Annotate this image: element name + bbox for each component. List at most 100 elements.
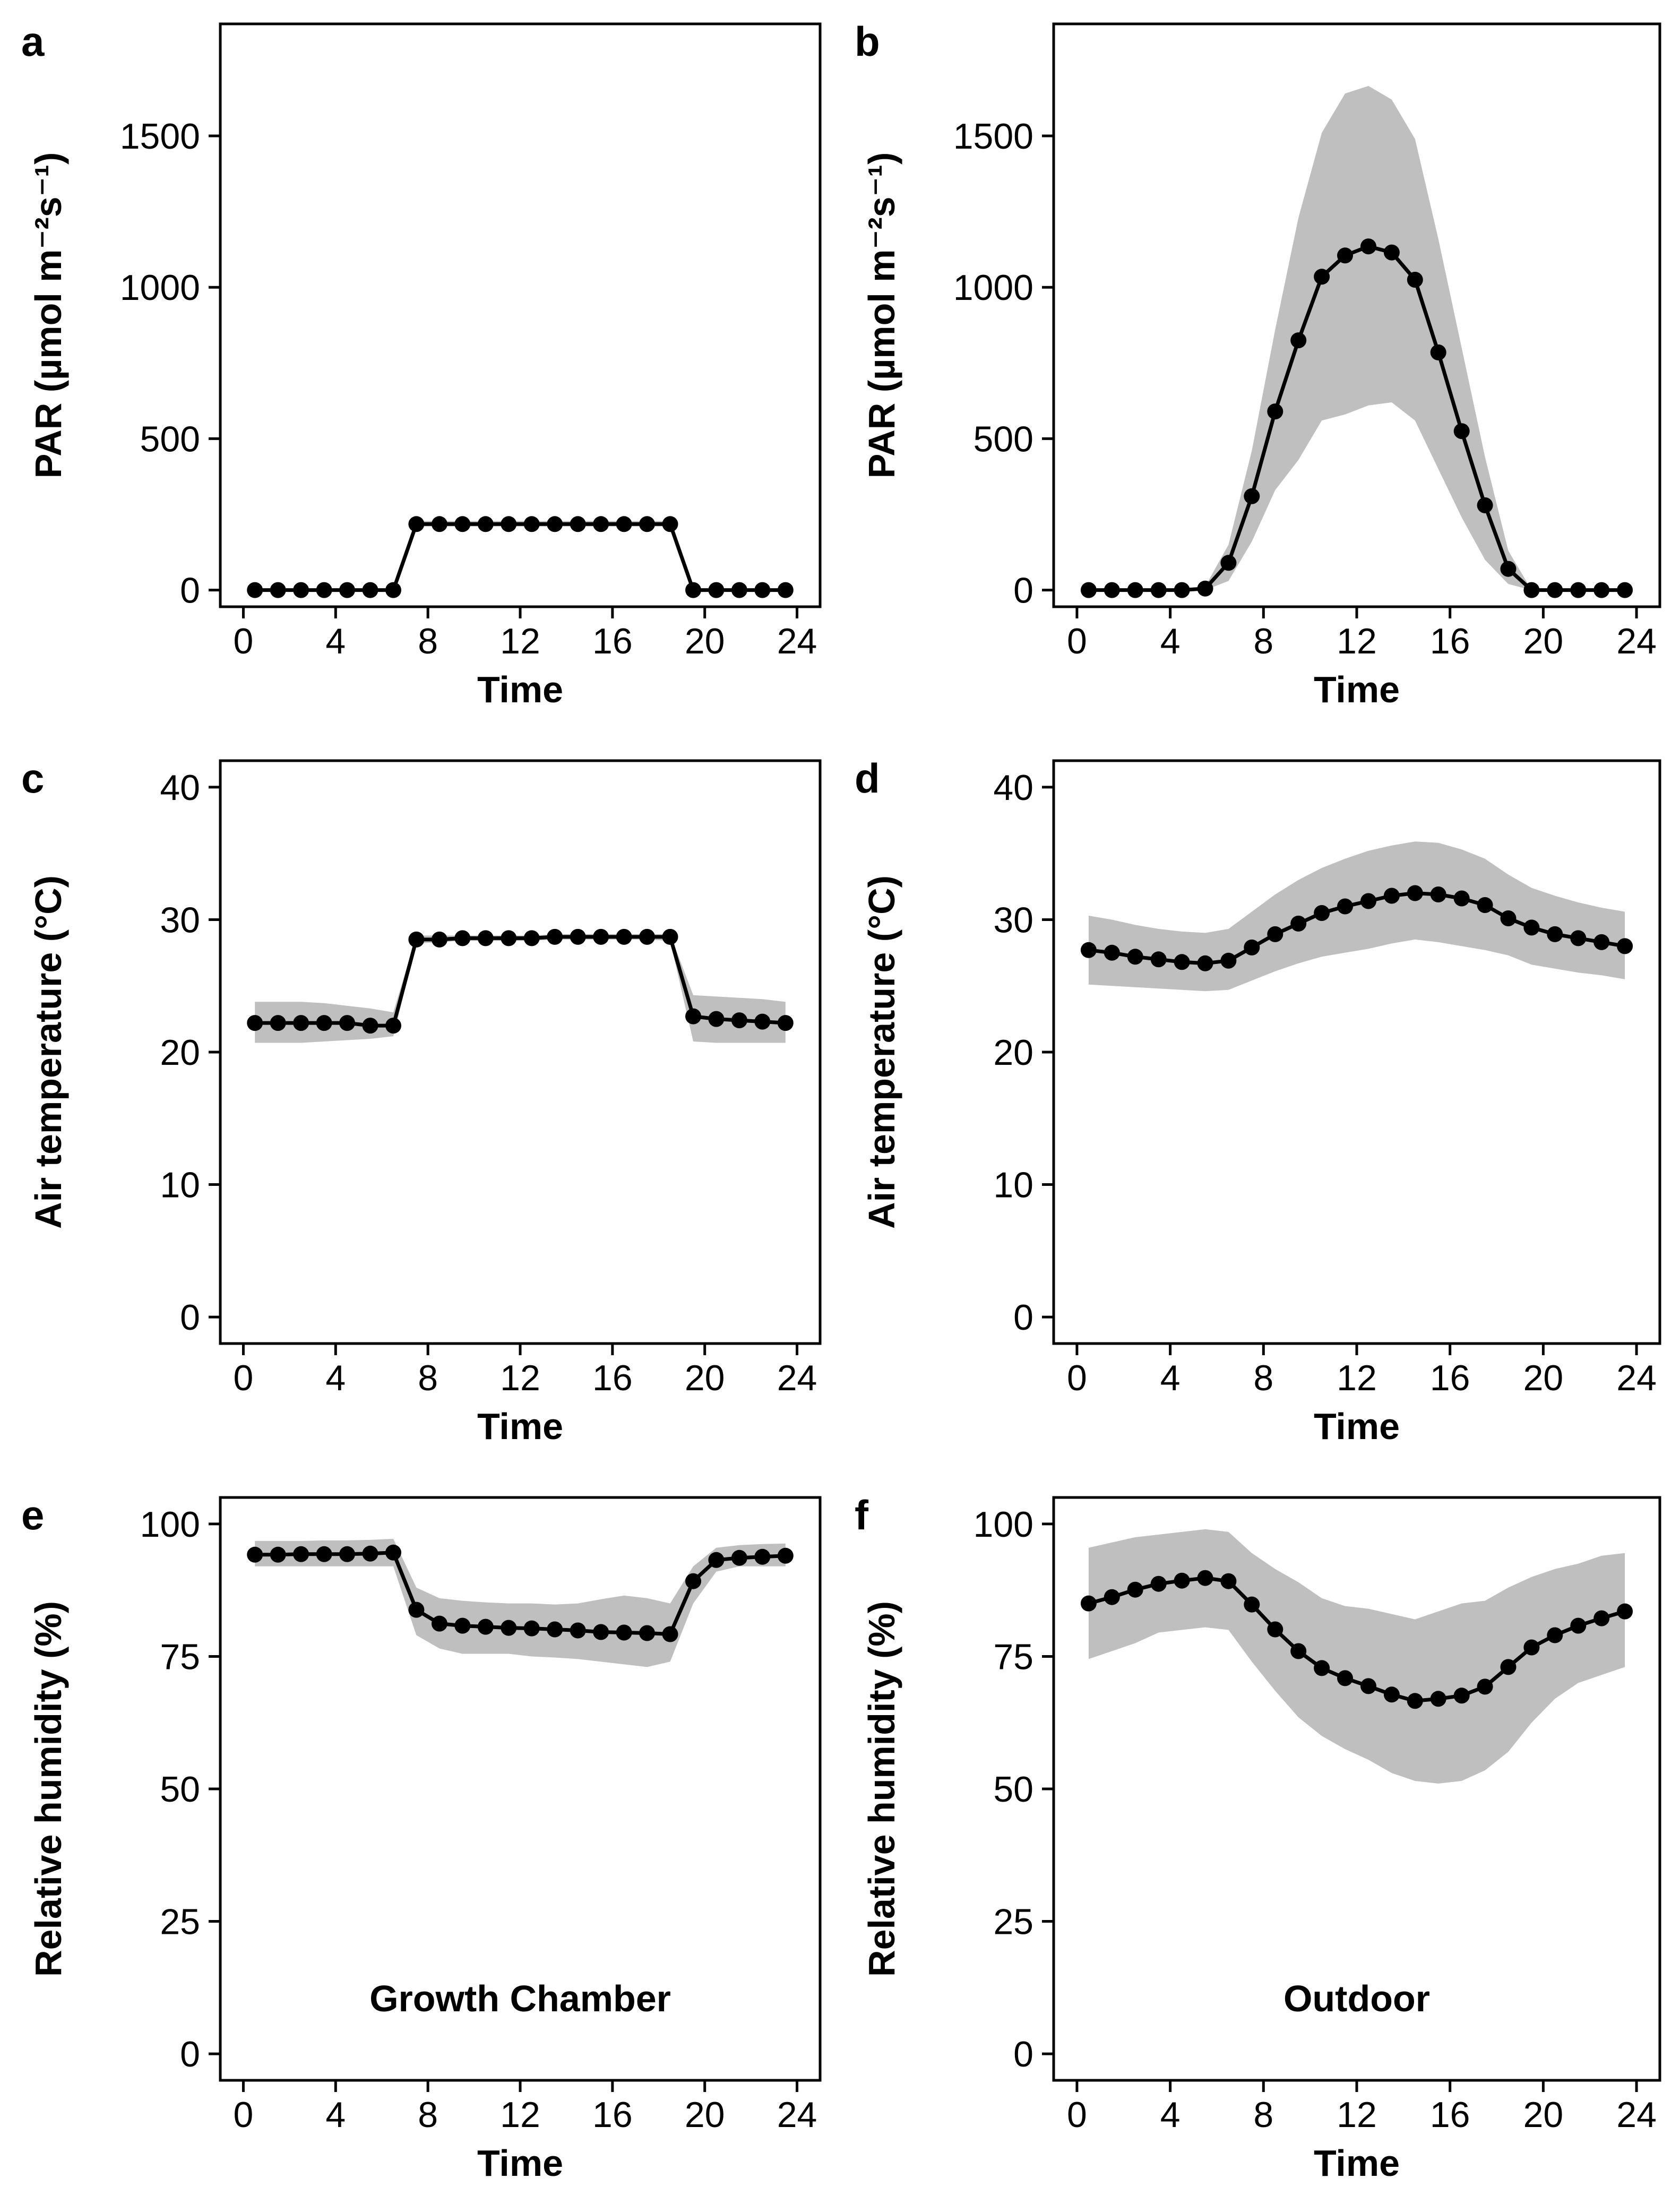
- y-tick-label-f-0: 0: [1013, 2034, 1033, 2074]
- data-point-a-21: [731, 582, 747, 598]
- band-b: [1088, 85, 1625, 590]
- x-tick-label-e-24: 24: [777, 2095, 817, 2135]
- x-axis-title-a: Time: [477, 669, 563, 710]
- data-point-b-5: [1197, 580, 1213, 597]
- data-point-c-23: [777, 1015, 794, 1031]
- y-tick-label-b-1000: 1000: [953, 268, 1033, 308]
- data-point-a-4: [339, 582, 355, 598]
- data-point-a-14: [570, 516, 586, 532]
- data-point-a-18: [662, 516, 678, 532]
- x-tick-label-b-8: 8: [1253, 621, 1273, 661]
- y-tick-label-a-0: 0: [180, 571, 200, 611]
- data-point-a-13: [547, 516, 563, 532]
- data-point-f-22: [1593, 1610, 1610, 1626]
- panel-a: 0 4 8 12 16 20 24 0 500 1000 1500 Time PAR (µmol m⁻²…: [21, 18, 822, 710]
- data-point-c-19: [685, 1008, 701, 1024]
- data-point-f-13: [1383, 1686, 1400, 1703]
- data-point-b-17: [1477, 497, 1493, 513]
- data-point-f-9: [1290, 1643, 1307, 1659]
- panel-f: 0 4 8 12 16 20 24 0 25 50 75 100 Time Relative humidi…: [855, 1492, 1661, 2184]
- data-point-e-8: [431, 1615, 447, 1632]
- x-tick-label-c-8: 8: [418, 1358, 438, 1398]
- data-point-d-22: [1593, 934, 1610, 950]
- x-tick-label-f-8: 8: [1253, 2095, 1273, 2135]
- data-point-f-11: [1337, 1670, 1353, 1686]
- panel-label-b: b: [855, 18, 880, 65]
- data-point-a-1: [270, 582, 286, 598]
- panel-label-d: d: [855, 755, 880, 802]
- data-point-a-8: [431, 516, 447, 532]
- data-point-e-9: [454, 1617, 471, 1634]
- data-point-f-14: [1407, 1693, 1423, 1709]
- x-tick-label-c-0: 0: [234, 1358, 254, 1398]
- data-point-e-13: [547, 1621, 563, 1638]
- data-point-d-19: [1523, 919, 1540, 936]
- data-point-c-21: [731, 1012, 747, 1029]
- data-point-b-12: [1360, 238, 1376, 255]
- data-point-c-9: [454, 930, 471, 946]
- data-point-f-23: [1617, 1603, 1633, 1620]
- data-point-b-15: [1430, 344, 1446, 360]
- band-c: [255, 934, 786, 1043]
- x-tick-label-c-12: 12: [500, 1358, 540, 1398]
- data-point-c-18: [662, 928, 678, 945]
- y-tick-label-f-50: 50: [993, 1769, 1033, 1810]
- data-point-c-11: [501, 930, 517, 946]
- y-tick-label-b-1500: 1500: [953, 116, 1033, 157]
- band-f: [1088, 1529, 1625, 1784]
- data-point-a-22: [754, 582, 771, 598]
- data-point-a-12: [523, 516, 540, 532]
- data-point-b-14: [1407, 272, 1423, 288]
- data-point-f-20: [1547, 1627, 1563, 1643]
- x-tick-label-f-24: 24: [1616, 2095, 1657, 2135]
- y-tick-label-c-20: 20: [160, 1032, 200, 1073]
- x-tick-label-b-12: 12: [1337, 621, 1377, 661]
- panel-c: 0 4 8 12 16 20 24 0 10 20 30 40 Time Air temperature …: [21, 755, 822, 1447]
- x-tick-label-c-4: 4: [325, 1358, 346, 1398]
- data-point-d-21: [1570, 930, 1587, 946]
- data-point-a-23: [777, 582, 794, 598]
- data-point-a-9: [454, 516, 471, 532]
- data-point-d-3: [1150, 951, 1167, 968]
- y-axis-title-e: Relative humidity (%): [28, 1601, 69, 1977]
- panel-label-a: a: [21, 18, 45, 65]
- data-point-b-9: [1290, 332, 1307, 349]
- data-point-c-6: [385, 1018, 401, 1034]
- x-tick-label-e-0: 0: [234, 2095, 254, 2135]
- data-point-f-1: [1104, 1589, 1120, 1605]
- data-point-c-5: [362, 1018, 378, 1034]
- x-tick-label-d-16: 16: [1430, 1358, 1470, 1398]
- x-tick-label-f-20: 20: [1523, 2095, 1564, 2135]
- panel-b: 0 4 8 12 16 20 24 0 500 1000 1500 Time PAR (µmol m⁻²…: [855, 18, 1661, 710]
- data-point-a-0: [247, 582, 263, 598]
- data-point-c-0: [247, 1015, 263, 1031]
- data-point-b-3: [1150, 582, 1167, 598]
- panel-e: 0 4 8 12 16 20 24 0 25 50 75 100 Time Relative humidi…: [21, 1492, 822, 2184]
- y-tick-label-f-75: 75: [993, 1637, 1033, 1677]
- data-point-b-11: [1337, 247, 1353, 264]
- y-tick-label-a-1000: 1000: [120, 268, 200, 308]
- data-point-a-7: [408, 516, 425, 532]
- data-point-c-1: [270, 1015, 286, 1031]
- x-tick-label-f-0: 0: [1067, 2095, 1087, 2135]
- data-point-a-5: [362, 582, 378, 598]
- data-point-b-2: [1127, 582, 1143, 598]
- data-point-f-12: [1360, 1678, 1376, 1694]
- data-point-e-20: [708, 1552, 725, 1568]
- data-point-e-21: [731, 1549, 747, 1566]
- x-tick-label-c-20: 20: [685, 1358, 725, 1398]
- data-point-f-3: [1150, 1575, 1167, 1592]
- data-point-e-0: [247, 1546, 263, 1563]
- data-point-b-23: [1617, 582, 1633, 598]
- x-tick-label-d-4: 4: [1160, 1358, 1181, 1398]
- data-point-c-22: [754, 1013, 771, 1030]
- data-point-d-4: [1174, 954, 1190, 970]
- data-point-c-3: [316, 1015, 332, 1031]
- data-point-c-16: [616, 928, 632, 945]
- data-point-d-17: [1477, 897, 1493, 913]
- data-point-c-20: [708, 1011, 725, 1027]
- data-point-d-6: [1220, 952, 1237, 969]
- data-point-a-17: [639, 516, 655, 532]
- data-point-d-14: [1407, 885, 1423, 901]
